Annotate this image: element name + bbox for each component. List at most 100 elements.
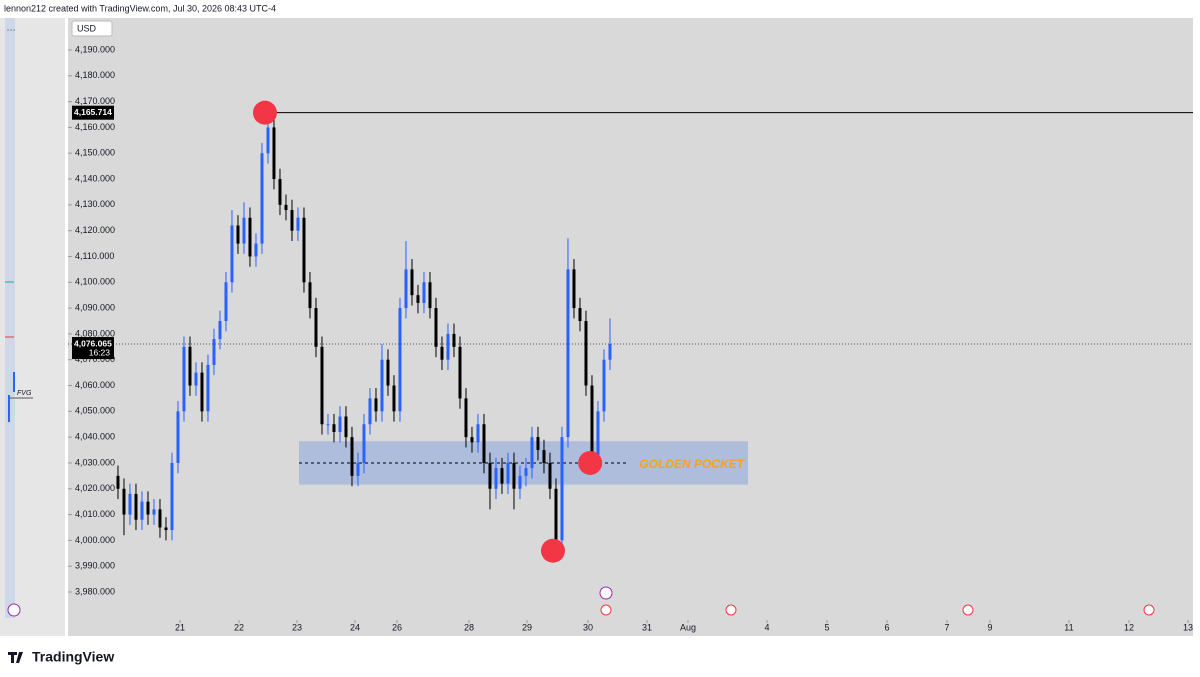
candle-body: [356, 462, 360, 476]
x-tick-label: 9: [987, 622, 992, 632]
high-label-box: [72, 105, 114, 120]
candle-body: [428, 282, 432, 309]
marker: [252, 100, 277, 125]
event-icon[interactable]: [600, 604, 612, 616]
candle-body: [224, 282, 228, 322]
candle-body: [602, 359, 606, 412]
candle-body: [218, 321, 222, 340]
logo-mark: [8, 652, 23, 663]
candle-body: [530, 437, 534, 469]
plot-area: [68, 18, 1193, 636]
candle-body: [404, 269, 408, 309]
y-tick-label: 4,150.000: [75, 148, 115, 158]
candle-body: [302, 217, 306, 283]
y-tick-label: 4,130.000: [75, 199, 115, 209]
candle-body: [236, 225, 240, 244]
candle-body: [518, 475, 522, 489]
side-label: FVG: [17, 390, 32, 397]
candle-body: [458, 346, 462, 399]
y-tick-label: 4,000.000: [75, 535, 115, 545]
candle-body: [434, 308, 438, 347]
event-icon[interactable]: [962, 604, 974, 616]
candle-body: [122, 488, 126, 515]
y-tick-label: 4,100.000: [75, 277, 115, 287]
x-tick-label: 30: [583, 622, 593, 632]
candle-body: [140, 501, 144, 520]
y-tick-label: 4,050.000: [75, 406, 115, 416]
side-strip: [5, 18, 15, 618]
candle-body: [380, 359, 384, 412]
y-tick-label: 4,030.000: [75, 457, 115, 467]
countdown: 16:23: [89, 347, 111, 357]
x-tick-label: 7: [944, 622, 949, 632]
candle-body: [212, 339, 216, 365]
candle-body: [170, 462, 174, 531]
x-tick-label: 6: [884, 622, 889, 632]
x-tick-label: 12: [1124, 622, 1134, 632]
candle-body: [362, 424, 366, 463]
y-tick-label: 4,120.000: [75, 225, 115, 235]
x-tick-label: 28: [464, 622, 474, 632]
candle-body: [314, 308, 318, 347]
y-tick-label: 4,040.000: [75, 432, 115, 442]
candle-body: [134, 493, 138, 520]
x-tick-label: 5: [824, 622, 829, 632]
event-icon[interactable]: [7, 603, 21, 617]
candle-body: [416, 295, 420, 303]
high-label: 4,165.714: [74, 107, 112, 117]
candle-body: [338, 416, 342, 432]
currency-box[interactable]: [71, 20, 113, 37]
candle-body: [440, 346, 444, 360]
candle-body: [272, 127, 276, 180]
candle-body: [482, 424, 486, 463]
candle-body: [242, 217, 246, 244]
x-tick-label: 11: [1064, 622, 1073, 632]
candle-body: [392, 385, 396, 412]
candle-body: [320, 346, 324, 425]
candle-body: [260, 153, 264, 244]
candle-body: [566, 269, 570, 438]
candle-body: [542, 450, 546, 463]
candle-body: [152, 509, 156, 515]
header: lennon212 created with TradingView.com, …: [4, 3, 276, 13]
candle-body: [494, 468, 498, 489]
y-tick-label: 4,110.000: [75, 251, 114, 261]
candle-body: [398, 308, 402, 412]
marker: [540, 538, 565, 563]
separator: [65, 18, 68, 636]
candle-body: [386, 359, 390, 386]
x-tick-label: 31: [642, 622, 652, 632]
x-tick-label: 21: [175, 622, 185, 632]
zone-label: GOLDEN POCKET: [639, 457, 745, 471]
candle-body: [368, 398, 372, 425]
x-tick-label: 13: [1183, 622, 1193, 632]
candle-body: [146, 501, 150, 515]
candle-body: [116, 475, 120, 489]
candle-body: [158, 509, 162, 528]
candle-body: [182, 346, 186, 412]
event-icon[interactable]: [725, 604, 737, 616]
currency: USD: [77, 23, 97, 33]
candle-body: [596, 411, 600, 456]
x-tick-label: 26: [392, 622, 402, 632]
y-tick-label: 4,070.000: [75, 354, 115, 364]
candle-body: [452, 333, 456, 347]
candle-body: [374, 398, 378, 412]
candle-body: [500, 468, 504, 484]
candle-body: [200, 372, 204, 412]
candle-body: [512, 462, 516, 489]
event-icon[interactable]: [599, 586, 613, 600]
x-tick-label: 22: [234, 622, 244, 632]
candle-body: [284, 204, 288, 211]
candle-body: [206, 364, 210, 412]
y-tick-label: 3,990.000: [75, 561, 115, 571]
candle-body: [308, 282, 312, 309]
candle-body: [290, 210, 294, 231]
candle-body: [188, 346, 192, 386]
event-icon[interactable]: [1143, 604, 1155, 616]
y-tick-label: 4,010.000: [75, 509, 115, 519]
candle-body: [578, 308, 582, 322]
x-tick-label: 29: [522, 622, 532, 632]
candle-body: [608, 344, 612, 360]
